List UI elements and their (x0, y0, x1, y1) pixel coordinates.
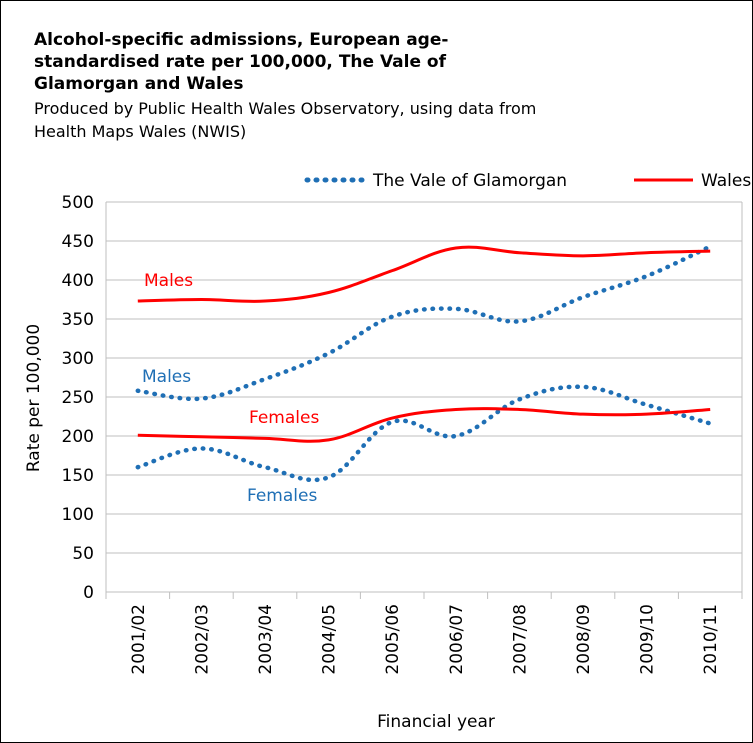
x-axis-title: Financial year (377, 712, 495, 732)
y-tick-label: 250 (62, 388, 94, 408)
annotation-wales-males: Males (144, 271, 193, 291)
legend: The Vale of Glamorgan Wales (304, 171, 751, 191)
y-tick-label: 200 (62, 427, 94, 447)
annotation-wales-females: Females (249, 408, 319, 428)
annotations: Males Males Females Females (142, 271, 319, 506)
legend-label-wales: Wales (701, 171, 751, 191)
x-axis-ticks: 2001/02 2002/03 2003/04 2004/05 2005/06 2006/… (105, 592, 743, 675)
y-tick-label: 350 (62, 310, 94, 330)
y-axis-title: Rate per 100,000 (24, 324, 44, 472)
legend-label-vale: The Vale of Glamorgan (372, 171, 567, 191)
title-line-1: Alcohol-specific admissions, European ag… (34, 30, 448, 50)
subtitle-line-2: Health Maps Wales (NWIS) (34, 122, 246, 141)
title-line-3: Glamorgan and Wales (34, 74, 243, 94)
annotation-vale-males: Males (142, 367, 191, 387)
x-tick-label: 2006/07 (447, 604, 467, 675)
y-tick-label: 0 (83, 583, 94, 603)
chart-subtitle: Produced by Public Health Wales Observat… (34, 99, 536, 141)
chart-title: Alcohol-specific admissions, European ag… (34, 30, 448, 94)
x-tick-label: 2003/04 (256, 604, 276, 675)
y-tick-label: 450 (62, 232, 94, 252)
annotation-vale-females: Females (247, 486, 317, 506)
series-line-the-vale-of-glamorgan-females (135, 384, 713, 483)
x-tick-label: 2007/08 (510, 604, 530, 675)
series-line-the-vale-of-glamorgan-males (135, 244, 713, 402)
y-tick-label: 300 (62, 349, 94, 369)
x-tick-label: 2001/02 (129, 604, 149, 675)
x-tick-label: 2009/10 (638, 604, 658, 675)
y-tick-label: 500 (62, 193, 94, 213)
series-line-wales-females (137, 407, 711, 443)
series-layer (135, 244, 713, 483)
x-tick-label: 2005/06 (383, 604, 403, 675)
x-tick-label: 2010/11 (701, 604, 721, 675)
y-axis-ticks: 0 50 100 150 200 250 300 350 400 450 500 (62, 193, 94, 603)
gridlines (105, 201, 743, 593)
subtitle-line-1: Produced by Public Health Wales Observat… (34, 99, 536, 118)
y-tick-label: 150 (62, 466, 94, 486)
y-tick-label: 400 (62, 271, 94, 291)
y-tick-label: 100 (62, 505, 94, 525)
title-line-2: standardised rate per 100,000, The Vale … (34, 52, 447, 72)
x-tick-label: 2002/03 (192, 604, 212, 675)
y-tick-label: 50 (72, 544, 94, 564)
x-tick-label: 2008/09 (574, 604, 594, 675)
series-line-wales-males (137, 245, 711, 303)
x-tick-label: 2004/05 (320, 604, 340, 675)
